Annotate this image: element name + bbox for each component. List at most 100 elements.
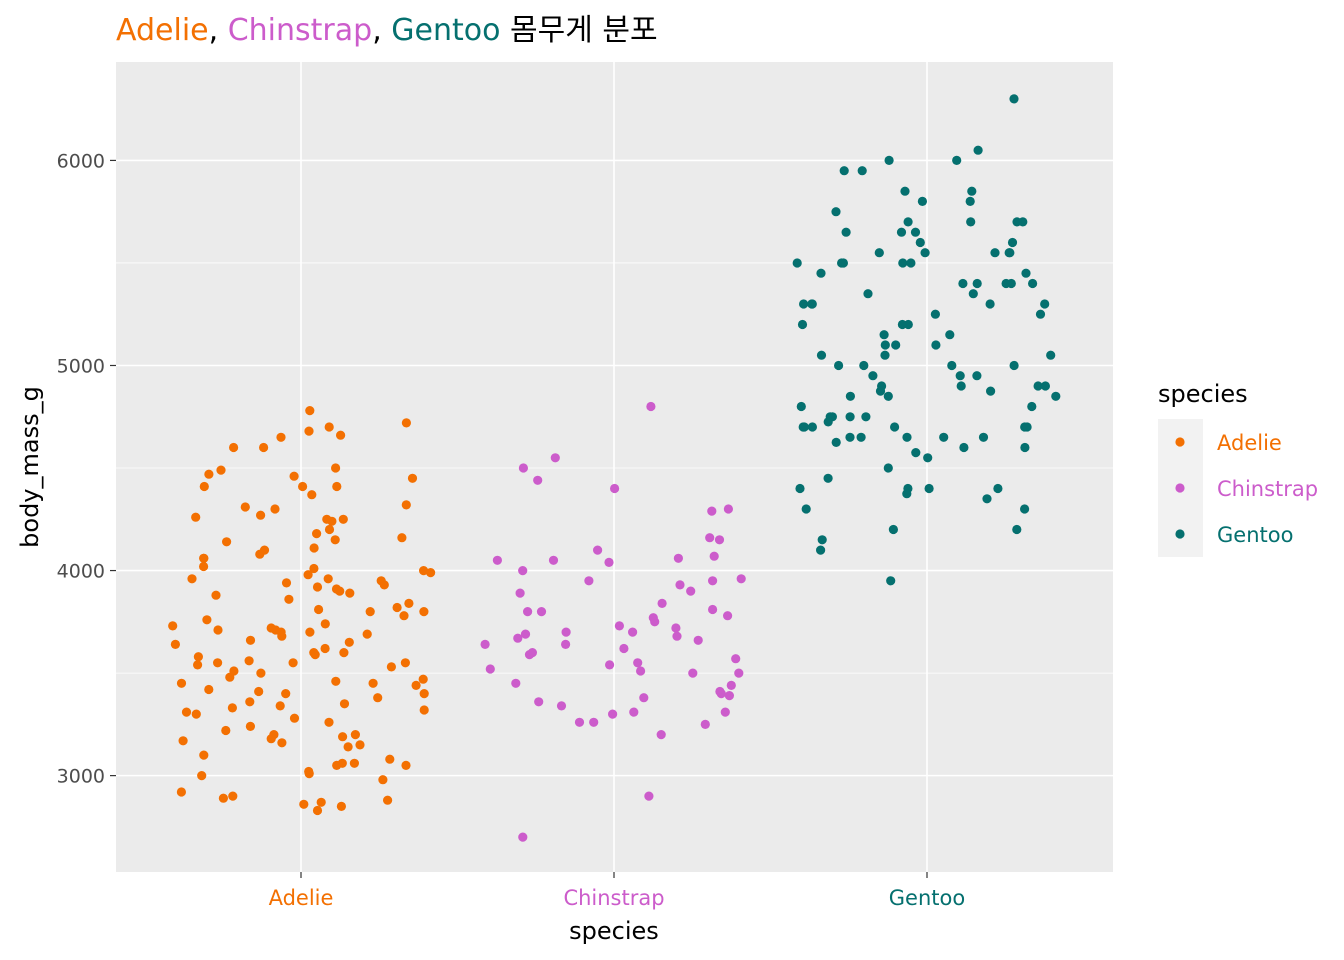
point-gentoo-110 bbox=[886, 576, 896, 586]
point-adelie-45 bbox=[312, 582, 323, 592]
point-adelie-73 bbox=[310, 650, 320, 660]
point-adelie-129 bbox=[336, 801, 346, 812]
point-gentoo-8 bbox=[965, 196, 975, 206]
point-gentoo-92 bbox=[959, 442, 969, 453]
point-adelie-111 bbox=[355, 740, 365, 750]
point-adelie-68 bbox=[344, 637, 354, 647]
data-points bbox=[168, 94, 1061, 842]
point-adelie-110 bbox=[277, 738, 287, 748]
point-chinstrap-19 bbox=[675, 580, 685, 590]
point-adelie-19 bbox=[270, 504, 280, 514]
point-chinstrap-32 bbox=[628, 627, 638, 637]
point-adelie-94 bbox=[245, 697, 255, 707]
point-adelie-16 bbox=[307, 490, 317, 500]
point-gentoo-46 bbox=[797, 319, 808, 330]
point-chinstrap-31 bbox=[561, 627, 571, 637]
point-chinstrap-1 bbox=[550, 453, 560, 463]
point-chinstrap-59 bbox=[608, 709, 618, 719]
point-gentoo-81 bbox=[807, 422, 818, 432]
point-chinstrap-56 bbox=[556, 701, 567, 711]
point-gentoo-68 bbox=[986, 386, 996, 396]
point-adelie-69 bbox=[170, 639, 180, 650]
point-adelie-80 bbox=[386, 662, 396, 672]
point-adelie-65 bbox=[362, 629, 372, 639]
point-gentoo-86 bbox=[845, 432, 855, 442]
point-gentoo-65 bbox=[1033, 381, 1043, 391]
point-gentoo-66 bbox=[1040, 381, 1050, 391]
point-gentoo-67 bbox=[956, 381, 966, 391]
point-chinstrap-22 bbox=[657, 598, 667, 609]
point-chinstrap-20 bbox=[686, 586, 696, 596]
point-chinstrap-44 bbox=[605, 660, 615, 670]
point-adelie-109 bbox=[178, 736, 188, 746]
point-adelie-54 bbox=[419, 607, 429, 617]
point-gentoo-5 bbox=[857, 166, 867, 176]
point-adelie-23 bbox=[338, 514, 348, 524]
point-adelie-41 bbox=[323, 574, 333, 584]
point-adelie-117 bbox=[401, 760, 411, 771]
point-adelie-103 bbox=[245, 721, 255, 732]
point-gentoo-39 bbox=[1040, 299, 1050, 309]
point-gentoo-41 bbox=[799, 299, 809, 309]
point-gentoo-3 bbox=[952, 155, 962, 165]
point-adelie-125 bbox=[218, 793, 228, 803]
title-gentoo: Gentoo bbox=[391, 13, 500, 48]
point-adelie-38 bbox=[426, 568, 436, 578]
point-gentoo-107 bbox=[888, 524, 899, 535]
point-gentoo-84 bbox=[890, 422, 900, 432]
legend: Adelie Chinstrap Gentoo bbox=[1175, 431, 1318, 547]
point-adelie-102 bbox=[324, 717, 334, 727]
point-chinstrap-41 bbox=[524, 650, 535, 660]
point-gentoo-27 bbox=[837, 258, 847, 268]
point-adelie-88 bbox=[411, 680, 421, 691]
point-adelie-53 bbox=[314, 604, 324, 615]
point-chinstrap-18 bbox=[708, 576, 718, 586]
x-tick-label-chinstrap: Chinstrap bbox=[563, 886, 664, 910]
point-gentoo-102 bbox=[902, 489, 912, 499]
point-gentoo-1 bbox=[973, 145, 983, 155]
point-gentoo-22 bbox=[1005, 248, 1015, 258]
point-gentoo-7 bbox=[967, 186, 977, 196]
point-adelie-61 bbox=[213, 625, 223, 635]
point-chinstrap-12 bbox=[548, 555, 559, 565]
point-chinstrap-17 bbox=[584, 576, 594, 586]
point-chinstrap-33 bbox=[520, 629, 531, 639]
point-adelie-91 bbox=[419, 689, 429, 699]
point-adelie-57 bbox=[202, 615, 212, 625]
point-adelie-15 bbox=[332, 481, 342, 492]
point-gentoo-93 bbox=[1020, 442, 1030, 453]
point-adelie-17 bbox=[401, 500, 411, 510]
point-gentoo-30 bbox=[1021, 268, 1031, 278]
point-chinstrap-49 bbox=[511, 678, 521, 688]
point-adelie-52 bbox=[392, 602, 402, 613]
point-adelie-127 bbox=[316, 797, 326, 807]
legend-label-chinstrap: Chinstrap bbox=[1217, 477, 1318, 501]
point-adelie-49 bbox=[211, 590, 221, 600]
legend-key-adelie bbox=[1175, 437, 1185, 447]
x-axis-title: species bbox=[569, 917, 659, 945]
legend-label-adelie: Adelie bbox=[1217, 431, 1282, 455]
point-adelie-14 bbox=[298, 481, 308, 492]
point-adelie-108 bbox=[266, 734, 276, 744]
point-chinstrap-26 bbox=[723, 611, 733, 621]
point-chinstrap-5 bbox=[723, 504, 734, 514]
point-gentoo-40 bbox=[985, 299, 995, 309]
point-adelie-90 bbox=[254, 686, 264, 697]
point-gentoo-85 bbox=[799, 422, 809, 432]
point-gentoo-44 bbox=[930, 309, 941, 319]
point-adelie-101 bbox=[289, 713, 300, 723]
point-gentoo-97 bbox=[823, 473, 833, 483]
point-chinstrap-15 bbox=[518, 566, 528, 576]
y-tick-label-6000: 6000 bbox=[57, 150, 105, 172]
point-gentoo-73 bbox=[1027, 401, 1037, 412]
point-gentoo-36 bbox=[958, 278, 968, 289]
point-gentoo-103 bbox=[982, 494, 992, 504]
point-gentoo-51 bbox=[891, 340, 901, 350]
point-chinstrap-64 bbox=[644, 791, 654, 801]
point-adelie-30 bbox=[309, 543, 319, 553]
point-adelie-115 bbox=[349, 758, 359, 768]
point-chinstrap-55 bbox=[534, 697, 544, 707]
point-adelie-21 bbox=[191, 512, 201, 522]
point-gentoo-89 bbox=[978, 432, 989, 442]
point-adelie-28 bbox=[330, 535, 340, 545]
